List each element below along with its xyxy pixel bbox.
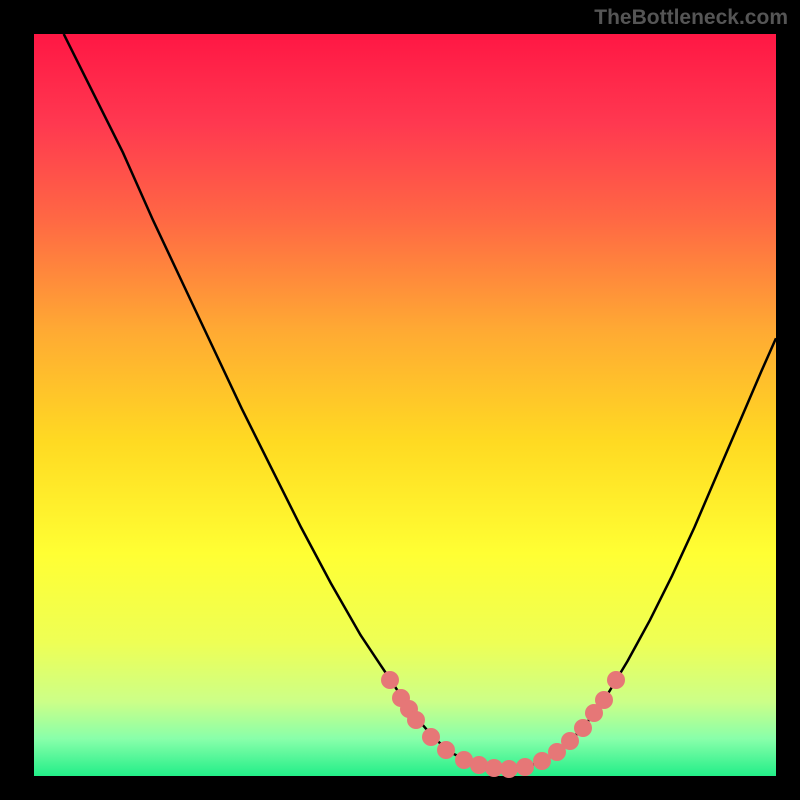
data-marker xyxy=(595,691,613,709)
chart-container xyxy=(34,34,776,776)
data-marker xyxy=(574,719,592,737)
data-marker xyxy=(422,728,440,746)
data-marker xyxy=(561,732,579,750)
watermark-text: TheBottleneck.com xyxy=(594,6,788,30)
data-marker xyxy=(516,758,534,776)
data-marker xyxy=(407,711,425,729)
data-marker xyxy=(500,760,518,778)
data-marker xyxy=(607,671,625,689)
data-marker xyxy=(381,671,399,689)
data-marker xyxy=(437,741,455,759)
curve-line xyxy=(34,34,776,776)
